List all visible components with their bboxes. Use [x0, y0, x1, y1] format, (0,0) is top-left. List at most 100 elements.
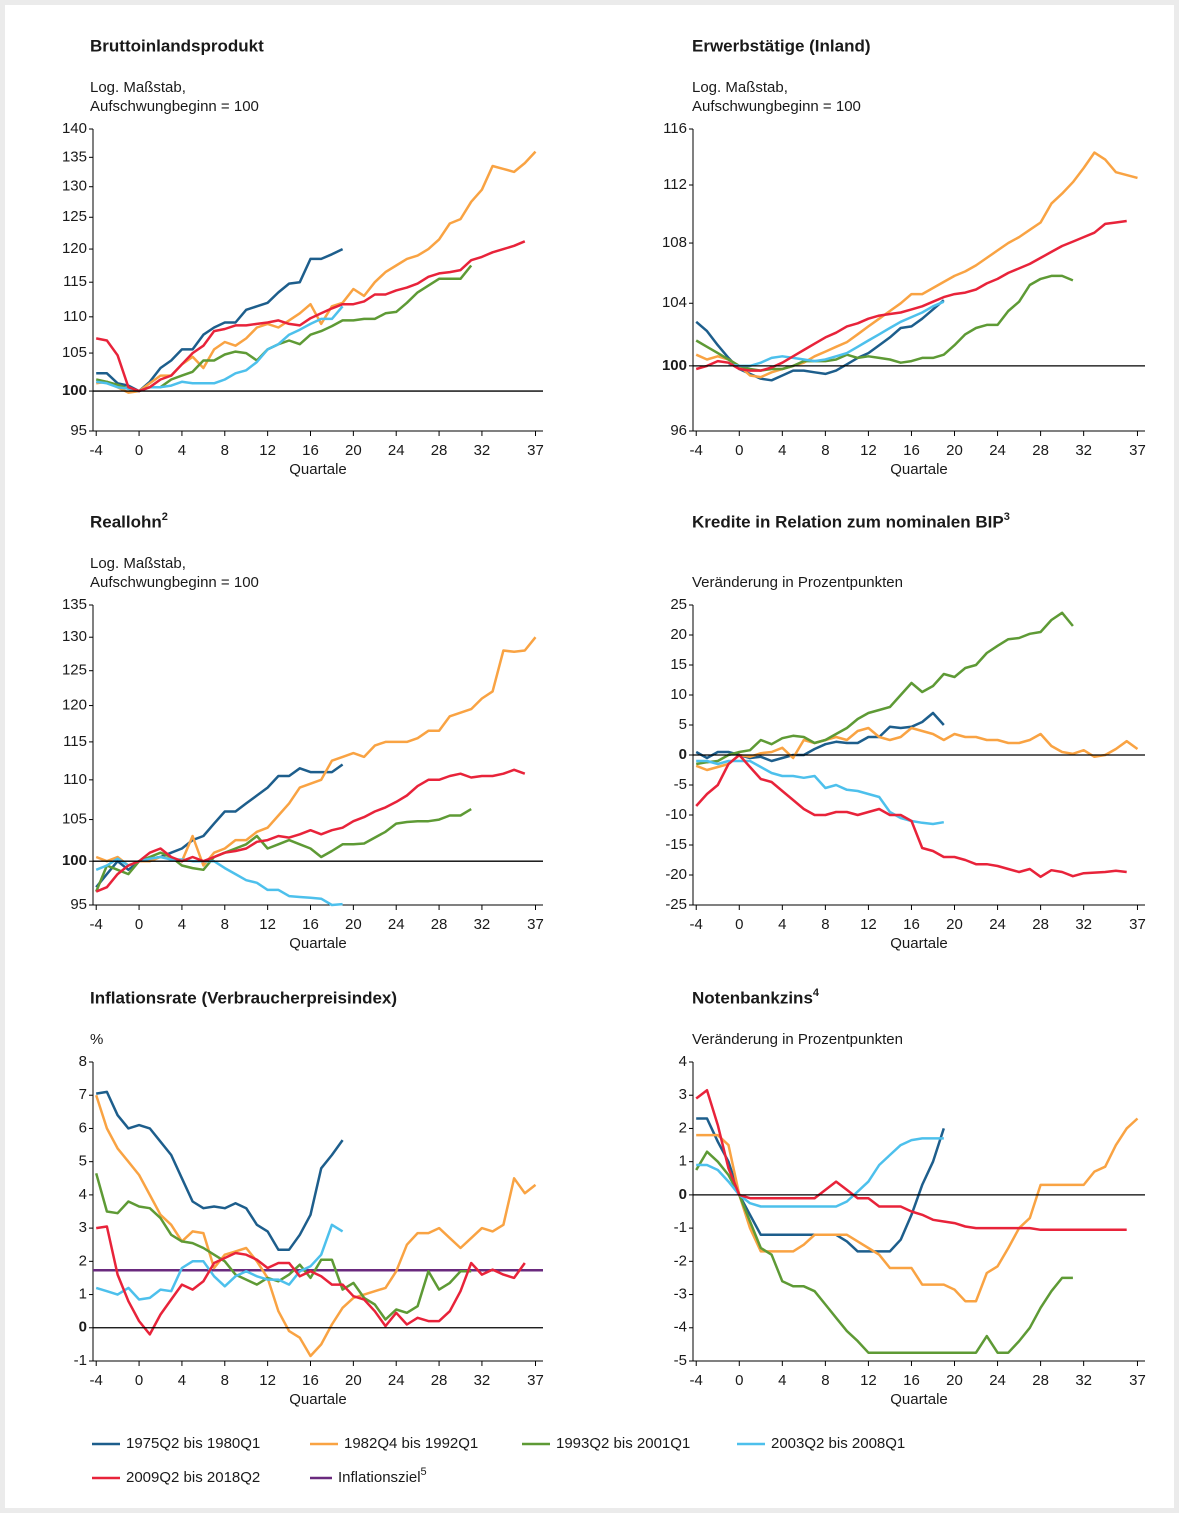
chart-title: Bruttoinlandsprodukt: [90, 36, 264, 55]
y-tick-label: -3: [674, 1286, 687, 1303]
x-tick-label: 12: [860, 1372, 877, 1389]
y-tick-label: 104: [662, 294, 687, 311]
subtitle: Log. Maßstab,: [90, 79, 186, 96]
x-tick-label: 16: [302, 1372, 319, 1389]
x-tick-label: -4: [690, 1372, 703, 1389]
y-tick-label: 110: [63, 308, 87, 325]
x-tick-label: 20: [345, 1372, 362, 1389]
series-line: [95, 240, 526, 393]
x-tick-label: 24: [989, 1372, 1006, 1389]
series-line: [96, 1090, 344, 1251]
series-line: [95, 768, 526, 893]
y-tick-label: 108: [662, 234, 687, 251]
x-tick-label: 32: [1075, 1372, 1092, 1389]
y-tick-label: 8: [79, 1053, 87, 1070]
y-tick-label: 115: [63, 273, 87, 290]
legend-label: 1993Q2 bis 2001Q1: [556, 1435, 690, 1452]
chart: Reallohn2 Log. Maßstab, Aufschwungbeginn =…: [62, 511, 544, 952]
y-tick-label: 0: [679, 746, 687, 763]
x-tick-label: 8: [221, 1372, 229, 1389]
legend-label: 2003Q2 bis 2008Q1: [771, 1435, 905, 1452]
y-tick-label: 120: [62, 240, 87, 257]
subtitle: Veränderung in Prozentpunkten: [692, 574, 903, 591]
y-tick-label: 130: [62, 178, 87, 195]
subtitle: Veränderung in Prozentpunkten: [692, 1031, 903, 1048]
x-tick-label: 0: [735, 916, 743, 933]
chart-title: Kredite in Relation zum nominalen BIP3: [692, 511, 1010, 532]
legend: 1975Q2 bis 1980Q1 1982Q4 bis 1992Q1 1993Q2…: [92, 1435, 905, 1486]
subtitle: Log. Maßstab,: [90, 555, 186, 572]
y-tick-label: 115: [63, 733, 87, 750]
chart: Notenbankzins4 Veränderung in Prozentpunk…: [674, 987, 1146, 1408]
x-tick-label: 0: [135, 1372, 143, 1389]
chart: Kredite in Relation zum nominalen BIP3 Ve…: [665, 511, 1145, 952]
y-tick-label: 125: [62, 662, 87, 679]
chart-title: Reallohn2: [90, 511, 168, 532]
chart-title: Notenbankzins4: [692, 987, 820, 1008]
x-tick-label: 37: [1129, 1372, 1146, 1389]
x-axis-label: Quartale: [890, 461, 948, 478]
x-tick-label: 24: [388, 916, 405, 933]
x-tick-label: 4: [778, 916, 786, 933]
title-footnote: 3: [1004, 511, 1010, 523]
series-line: [695, 611, 1074, 766]
x-tick-label: 4: [178, 442, 186, 459]
y-tick-label: -25: [665, 896, 687, 913]
series-line: [95, 808, 472, 893]
series-line: [696, 759, 945, 826]
series-line: [695, 219, 1127, 372]
x-tick-label: 4: [178, 1372, 186, 1389]
x-tick-label: 20: [345, 442, 362, 459]
x-tick-label: 20: [345, 916, 362, 933]
x-tick-label: 8: [821, 1372, 829, 1389]
y-tick-label: 105: [62, 344, 87, 361]
x-tick-label: 28: [431, 916, 448, 933]
legend-label: Inflationsziel5: [338, 1466, 427, 1486]
x-axis-label: Quartale: [890, 935, 948, 952]
series-line: [96, 1225, 526, 1336]
x-tick-label: 24: [388, 1372, 405, 1389]
series-line: [695, 726, 1139, 772]
y-tick-label: 1: [79, 1286, 87, 1303]
series-line: [95, 1223, 344, 1301]
y-tick-label: 130: [62, 628, 87, 645]
x-tick-label: 20: [946, 442, 963, 459]
x-tick-label: -4: [690, 442, 703, 459]
legend-label: 2009Q2 bis 2018Q2: [126, 1469, 260, 1486]
x-axis-label: Quartale: [289, 461, 347, 478]
x-tick-label: 28: [1032, 442, 1049, 459]
y-tick-label: 4: [79, 1186, 87, 1203]
x-tick-label: 20: [946, 1372, 963, 1389]
y-tick-label: 135: [62, 148, 87, 165]
x-tick-label: 4: [778, 442, 786, 459]
y-tick-label: 2: [79, 1252, 87, 1269]
x-tick-label: 32: [474, 442, 491, 459]
series-line: [94, 1172, 472, 1321]
y-tick-label: 5: [679, 716, 687, 733]
x-tick-label: 37: [527, 442, 544, 459]
y-tick-label: 110: [63, 771, 87, 788]
y-tick-label: 4: [679, 1053, 687, 1070]
y-tick-label: 10: [670, 686, 687, 703]
y-tick-label: 135: [62, 596, 87, 613]
series-line: [695, 151, 1138, 379]
x-tick-label: 4: [778, 1372, 786, 1389]
legend-label: 1982Q4 bis 1992Q1: [344, 1435, 478, 1452]
series-line: [696, 1117, 1139, 1303]
y-tick-label: -15: [665, 836, 687, 853]
x-tick-label: 12: [259, 916, 276, 933]
x-tick-label: -4: [90, 442, 103, 459]
y-tick-label: 140: [62, 120, 87, 137]
subtitle: Log. Maßstab,: [692, 79, 788, 96]
x-tick-label: 16: [903, 1372, 920, 1389]
y-tick-label: 120: [62, 697, 87, 714]
x-tick-label: 16: [903, 916, 920, 933]
x-tick-label: 8: [821, 442, 829, 459]
x-tick-label: -4: [90, 916, 103, 933]
y-tick-label: 95: [70, 896, 87, 913]
y-tick-label: 1: [679, 1153, 687, 1170]
x-tick-label: 12: [259, 442, 276, 459]
y-tick-label: 96: [670, 422, 687, 439]
x-tick-label: 28: [1032, 1372, 1049, 1389]
series-line: [695, 1150, 1073, 1354]
